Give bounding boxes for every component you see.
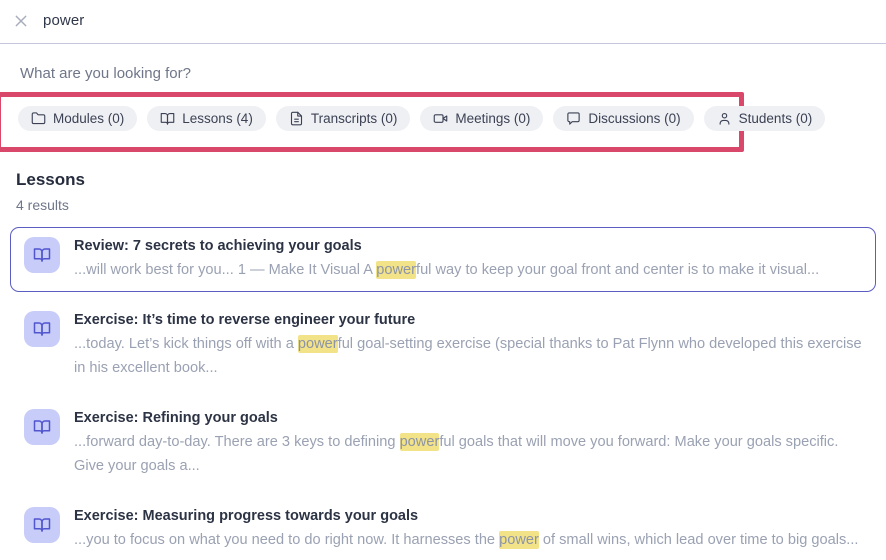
- result-row[interactable]: Review: 7 secrets to achieving your goal…: [10, 227, 876, 292]
- book-open-icon: [24, 311, 60, 347]
- filter-chip-meetings[interactable]: Meetings (0): [420, 106, 544, 131]
- folder-icon: [31, 111, 46, 126]
- results-list: Review: 7 secrets to achieving your goal…: [10, 227, 876, 560]
- section-title: Lessons: [16, 170, 85, 189]
- chat-icon: [566, 111, 581, 126]
- result-title: Review: 7 secrets to achieving your goal…: [74, 238, 362, 254]
- book-open-icon: [24, 409, 60, 445]
- search-input[interactable]: power: [43, 12, 85, 29]
- keyword-highlight: power: [499, 531, 539, 549]
- result-title: Exercise: Measuring progress towards you…: [74, 508, 419, 524]
- keyword-highlight: power: [297, 335, 338, 353]
- results-count: 4 results: [16, 197, 69, 213]
- user-icon: [717, 111, 732, 126]
- filter-chip-transcripts[interactable]: Transcripts (0): [275, 106, 411, 131]
- keyword-highlight: power: [376, 261, 417, 279]
- result-title: Exercise: Refining your goals: [74, 410, 278, 426]
- file-text-icon: [289, 111, 304, 126]
- result-row[interactable]: Exercise: Refining your goals ...forward…: [10, 399, 876, 488]
- search-header: power: [0, 0, 886, 44]
- filter-chip-discussions[interactable]: Discussions (0): [553, 106, 694, 131]
- filter-chip-modules[interactable]: Modules (0): [18, 106, 138, 131]
- result-snippet: ...will work best for you... 1 — Make It…: [74, 261, 820, 279]
- filter-chips: Modules (0) Lessons (4) Transcripts (0) …: [18, 106, 826, 131]
- result-snippet: ...forward day-to-day. There are 3 keys …: [74, 433, 839, 474]
- annotation-highlight-box: Modules (0) Lessons (4) Transcripts (0) …: [0, 92, 826, 152]
- filter-chip-lessons[interactable]: Lessons (4): [147, 106, 266, 131]
- result-snippet: ...today. Let’s kick things off with a p…: [74, 335, 862, 376]
- result-row[interactable]: Exercise: Measuring progress towards you…: [10, 497, 876, 560]
- search-prompt: What are you looking for?: [20, 65, 191, 82]
- result-title: Exercise: It’s time to reverse engineer …: [74, 312, 416, 328]
- filter-chip-students[interactable]: Students (0): [703, 106, 826, 131]
- keyword-highlight: power: [399, 433, 440, 451]
- book-open-icon: [24, 507, 60, 543]
- book-open-icon: [160, 111, 175, 126]
- book-open-icon: [24, 237, 60, 273]
- close-icon[interactable]: [12, 12, 30, 30]
- video-icon: [433, 111, 448, 126]
- result-row[interactable]: Exercise: It’s time to reverse engineer …: [10, 301, 876, 390]
- result-snippet: ...you to focus on what you need to do r…: [74, 531, 859, 549]
